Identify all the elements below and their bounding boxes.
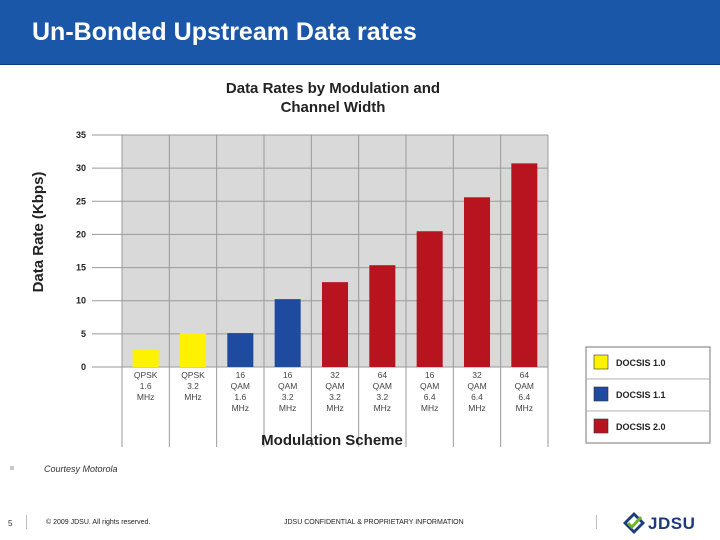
x-tick-label: 64	[520, 370, 530, 380]
x-tick-label: 3.2	[376, 392, 388, 402]
footer-divider	[596, 515, 597, 529]
x-tick-label: 16	[236, 370, 246, 380]
title-bar: Un-Bonded Upstream Data rates	[0, 0, 720, 65]
legend-swatch	[593, 386, 609, 402]
x-tick-label: 6.4	[518, 392, 530, 402]
x-tick-label: 6.4	[471, 392, 483, 402]
footer: 5 © 2009 JDSU. All rights reserved. JDSU…	[0, 506, 720, 540]
y-tick-label: 20	[76, 229, 86, 239]
slide-title: Un-Bonded Upstream Data rates	[32, 18, 417, 46]
chart-title: Channel Width	[281, 99, 386, 116]
x-tick-label: MHz	[279, 403, 296, 413]
y-tick-label: 0	[81, 362, 86, 372]
x-tick-label: 32	[472, 370, 482, 380]
x-tick-label: MHz	[374, 403, 391, 413]
bar	[369, 265, 396, 367]
footer-divider	[26, 515, 27, 529]
x-tick-label: QAM	[515, 381, 534, 391]
chart-title: Data Rates by Modulation and	[226, 80, 440, 97]
x-tick-label: QPSK	[134, 370, 158, 380]
x-tick-label: QAM	[420, 381, 439, 391]
confidential-text: JDSU CONFIDENTIAL & PROPRIETARY INFORMAT…	[284, 519, 464, 526]
x-tick-label: 3.2	[329, 392, 341, 402]
y-tick-label: 25	[76, 196, 86, 206]
bar-chart: Data Rates by Modulation and Channel Widt…	[30, 80, 711, 449]
bar	[416, 231, 443, 367]
x-tick-label: 1.6	[234, 392, 246, 402]
credit-text: Courtesy Motorola	[44, 464, 118, 474]
legend-label: DOCSIS 2.0	[616, 422, 666, 432]
y-tick-label: 35	[76, 130, 86, 140]
bar	[511, 163, 538, 367]
x-tick-label: MHz	[421, 403, 438, 413]
jdsu-logo-icon	[623, 512, 645, 534]
bar	[179, 333, 207, 367]
legend-label: DOCSIS 1.0	[616, 358, 666, 368]
x-tick-label: 64	[378, 370, 388, 380]
x-tick-label: 16	[283, 370, 293, 380]
x-tick-label: MHz	[137, 392, 154, 402]
x-tick-label: 16	[425, 370, 435, 380]
x-tick-label: QPSK	[181, 370, 205, 380]
x-tick-label: 1.6	[140, 381, 152, 391]
copyright-text: © 2009 JDSU. All rights reserved.	[46, 519, 151, 526]
y-tick-label: 10	[76, 296, 86, 306]
x-tick-label: MHz	[232, 403, 249, 413]
x-tick-label: QAM	[231, 381, 250, 391]
chart-container: Data Rates by Modulation and Channel Widt…	[0, 66, 720, 456]
bar	[227, 333, 254, 367]
bar	[132, 350, 159, 367]
x-tick-label: QAM	[467, 381, 486, 391]
legend-swatch	[593, 354, 609, 370]
page-number: 5	[8, 519, 13, 528]
x-tick-label: QAM	[278, 381, 297, 391]
x-tick-label: QAM	[325, 381, 344, 391]
x-tick-label: 3.2	[282, 392, 294, 402]
bar	[274, 299, 301, 367]
x-tick-label: 6.4	[424, 392, 436, 402]
bullet-icon	[10, 466, 14, 470]
logo-text: JDSU	[648, 514, 696, 533]
legend-swatch	[593, 418, 609, 434]
x-tick-label: 32	[330, 370, 340, 380]
x-axis-title: Modulation Scheme	[261, 432, 403, 449]
bar	[321, 282, 349, 367]
x-tick-label: MHz	[468, 403, 485, 413]
y-tick-label: 15	[76, 263, 86, 273]
x-tick-label: MHz	[184, 392, 201, 402]
x-tick-label: 3.2	[187, 381, 199, 391]
x-tick-label: MHz	[516, 403, 533, 413]
legend-label: DOCSIS 1.1	[616, 390, 666, 400]
y-axis-title: Data Rate (Kbps)	[30, 172, 47, 293]
x-tick-label: MHz	[326, 403, 343, 413]
x-tick-label: QAM	[373, 381, 392, 391]
bar	[463, 197, 491, 367]
y-tick-label: 5	[81, 329, 86, 339]
y-tick-label: 30	[76, 163, 86, 173]
